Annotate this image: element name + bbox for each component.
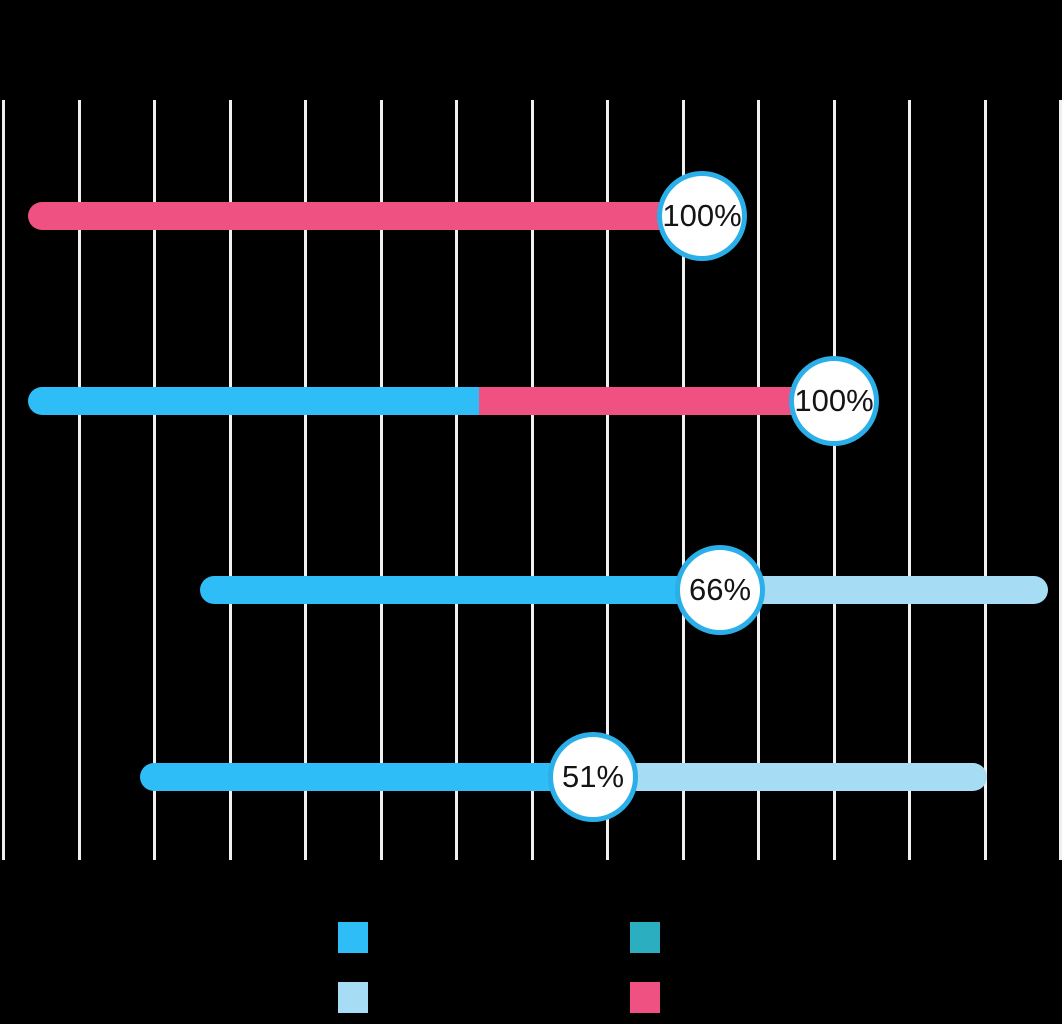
- gridline: [531, 100, 534, 860]
- percent-badge: 100%: [657, 171, 747, 261]
- percent-badge-value: 51%: [561, 759, 625, 794]
- legend-swatch-teal: [630, 922, 660, 953]
- gridline: [606, 100, 609, 860]
- gridline: [908, 100, 911, 860]
- percent-badge: 51%: [548, 732, 638, 822]
- percent-badge-value: 100%: [794, 383, 874, 418]
- bar-segment-pink: [28, 202, 702, 230]
- percent-badge-value: 100%: [662, 198, 742, 233]
- gridline: [78, 100, 81, 860]
- percent-badge: 66%: [675, 545, 765, 635]
- legend-swatch-blue: [338, 922, 368, 953]
- bar-segment-pink: [479, 387, 834, 415]
- gridline: [153, 100, 156, 860]
- bar-segment-blue: [200, 576, 720, 604]
- gridline: [455, 100, 458, 860]
- gridline: [304, 100, 307, 860]
- percent-badge: 100%: [789, 356, 879, 446]
- gridline: [833, 100, 836, 860]
- gridline: [2, 100, 5, 860]
- gridline: [682, 100, 685, 860]
- bar-segment-light_blue: [720, 576, 1048, 604]
- gridline: [984, 100, 987, 860]
- legend-swatch-pink: [630, 982, 660, 1013]
- gridline: [229, 100, 232, 860]
- gridline: [1059, 100, 1062, 860]
- bar-segment-blue: [28, 387, 479, 415]
- gridline: [380, 100, 383, 860]
- gridline: [757, 100, 760, 860]
- bar-segment-blue: [140, 763, 593, 791]
- legend-swatch-light_blue: [338, 982, 368, 1013]
- bar-segment-light_blue: [593, 763, 987, 791]
- percent-badge-value: 66%: [688, 572, 752, 607]
